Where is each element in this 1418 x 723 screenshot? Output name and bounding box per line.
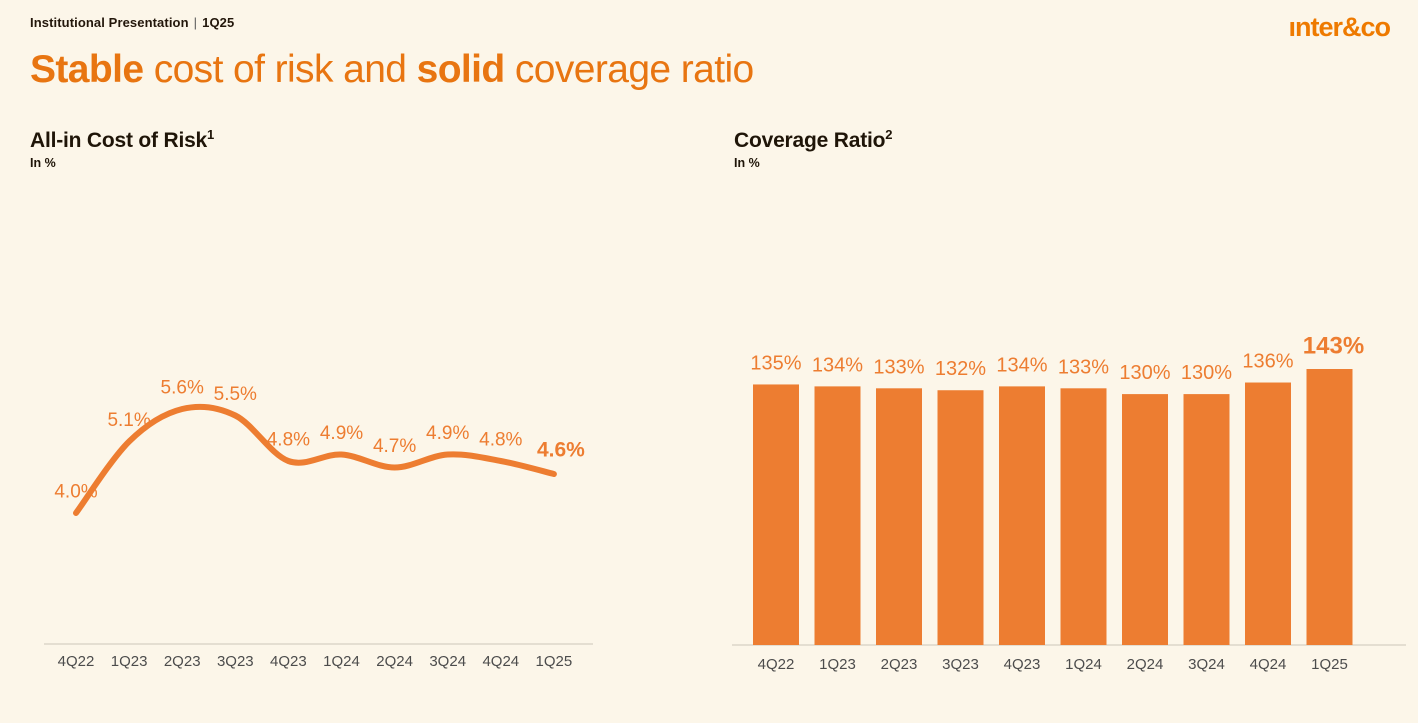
x-tick-label: 3Q24: [1188, 656, 1225, 673]
bar: [999, 386, 1045, 645]
data-label: 4.9%: [426, 423, 469, 444]
x-tick-label: 3Q23: [217, 653, 254, 670]
data-label: 4.6%: [537, 439, 585, 462]
data-label: 4.7%: [373, 436, 416, 457]
presentation-label: Institutional Presentation: [30, 15, 189, 30]
period-label: 1Q25: [202, 15, 235, 30]
x-tick-label: 1Q23: [111, 653, 148, 670]
data-label: 133%: [1058, 356, 1109, 378]
coverage-ratio-unit: In %: [734, 156, 760, 170]
inter-co-logo: ınter&co: [1288, 12, 1391, 42]
x-tick-label: 4Q22: [58, 653, 95, 670]
data-label: 4.9%: [320, 423, 363, 444]
bar: [1060, 388, 1107, 645]
bar: [814, 386, 861, 645]
x-tick-label: 4Q24: [482, 653, 519, 670]
x-tick-label: 2Q24: [1127, 656, 1164, 673]
data-label: 5.6%: [161, 378, 204, 399]
breadcrumb: Institutional Presentation | 1Q25: [30, 15, 234, 30]
data-label: 135%: [750, 352, 801, 374]
data-label: 136%: [1242, 351, 1293, 373]
x-tick-label: 2Q23: [881, 656, 918, 673]
title-text: coverage ratio: [504, 48, 754, 91]
bar: [937, 390, 984, 645]
x-tick-label: 3Q23: [942, 656, 979, 673]
cost-of-risk-chart: 4.0% 4Q22 5.1% 1Q23 5.6% 2Q23 5.5% 3Q23 4.8% 4Q23…: [44, 378, 593, 670]
data-label: 4.8%: [267, 430, 310, 451]
footnote-ref-2: 2: [885, 127, 893, 142]
cost-of-risk-title: All-in Cost of Risk1: [30, 127, 215, 152]
cost-of-risk-section: All-in Cost of Risk1 In %: [30, 127, 214, 170]
x-tick-label: 4Q24: [1250, 656, 1287, 673]
x-tick-label: 1Q25: [1311, 656, 1348, 673]
title-word-solid: solid: [416, 48, 506, 91]
x-tick-label: 4Q23: [270, 653, 307, 670]
bar: [1122, 394, 1168, 645]
data-label: 130%: [1181, 362, 1232, 384]
data-label: 5.1%: [107, 410, 150, 431]
bar: [753, 384, 799, 645]
data-label: 130%: [1119, 362, 1170, 384]
coverage-ratio-section: Coverage Ratio2 In %: [734, 127, 892, 170]
x-tick-label: 1Q23: [819, 656, 856, 673]
cost-of-risk-unit: In %: [30, 156, 56, 170]
title-text: cost of risk and: [143, 48, 417, 91]
data-label: 133%: [873, 356, 924, 378]
title-word-stable: Stable: [30, 48, 144, 91]
page-title: Stable cost of risk and solid coverage r…: [30, 48, 754, 92]
x-tick-label: 4Q23: [1004, 656, 1041, 673]
data-label: 5.5%: [214, 384, 257, 405]
footnote-ref-1: 1: [207, 127, 215, 142]
x-tick-label: 1Q25: [536, 653, 573, 670]
data-label: 143%: [1303, 333, 1364, 360]
cost-of-risk-line: [73, 403, 557, 516]
bar: [1245, 382, 1291, 645]
bar: [1183, 394, 1230, 645]
x-tick-label: 1Q24: [323, 653, 360, 670]
data-label: 4.0%: [54, 482, 97, 503]
x-tick-label: 2Q24: [376, 653, 413, 670]
coverage-ratio-title: Coverage Ratio2: [734, 127, 893, 152]
data-label: 134%: [812, 354, 863, 376]
data-label: 134%: [996, 354, 1047, 376]
data-label: 4.8%: [479, 430, 522, 451]
bar: [876, 388, 922, 645]
coverage-ratio-chart: 135% 4Q22 134% 1Q23 133% 2Q23 132% 3Q23 134% 4Q23…: [732, 333, 1406, 673]
x-tick-label: 1Q24: [1065, 656, 1102, 673]
x-tick-label: 2Q23: [164, 653, 201, 670]
bar: [1306, 369, 1353, 645]
breadcrumb-separator: |: [193, 15, 198, 30]
x-tick-label: 4Q22: [758, 656, 795, 673]
x-tick-label: 3Q24: [429, 653, 466, 670]
data-label: 132%: [935, 358, 986, 380]
